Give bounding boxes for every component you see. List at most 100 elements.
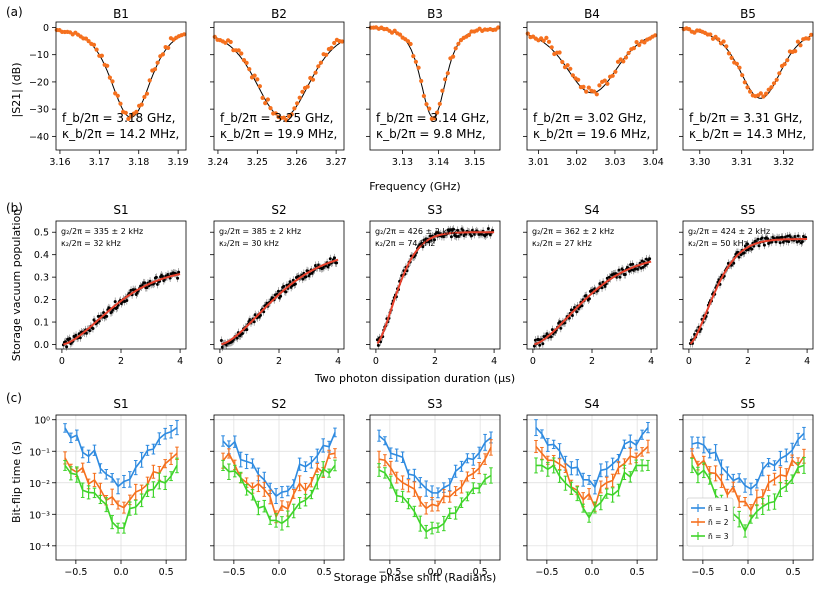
kb-annotation: κ_b/2π = 14.3 MHz,	[689, 127, 806, 141]
data-point	[235, 336, 239, 340]
x-tick-label: 4	[177, 356, 183, 367]
data-point	[800, 240, 804, 244]
panel-c-s2: S2 −0.5 0.0 0.5	[210, 397, 345, 578]
data-point	[245, 328, 249, 332]
data-point	[532, 344, 536, 348]
data-point	[708, 32, 713, 37]
data-point	[597, 83, 602, 88]
data-point	[621, 59, 626, 64]
data-point	[496, 25, 501, 30]
data-point	[795, 39, 801, 44]
data-point	[626, 50, 631, 56]
data-point	[105, 314, 109, 318]
data-point	[288, 280, 292, 284]
data-point	[713, 34, 718, 39]
panel-b-s2: S2 0 2 4 g₂/2π = 385 ± 2 kHz κ₂/2π = 30 kHz	[210, 203, 345, 367]
data-point	[623, 273, 627, 276]
data-point	[764, 91, 769, 96]
row-label-b: (b)	[6, 201, 23, 215]
data-point	[433, 238, 436, 242]
data-point	[546, 39, 552, 44]
row-a-xlabel: Frequency (GHz)	[369, 180, 460, 193]
data-point	[576, 77, 581, 82]
row-b-ylabel: Storage vacuum population	[10, 209, 23, 362]
x-tick-label: −0.5	[691, 567, 714, 578]
data-point	[745, 85, 750, 90]
data-point	[65, 345, 69, 349]
data-point	[456, 228, 460, 232]
data-point	[142, 94, 147, 100]
data-point	[716, 37, 721, 42]
data-point	[687, 27, 692, 32]
series-line-nbar-2	[535, 445, 649, 510]
data-point	[392, 28, 397, 33]
x-tick-label: 3.24	[207, 157, 228, 168]
data-point	[631, 46, 637, 51]
row-label-a: (a)	[6, 5, 23, 19]
panel-title: S3	[427, 397, 442, 411]
axes-frame	[213, 21, 345, 151]
x-tick-label: 2	[118, 356, 124, 367]
y-tick-label: −10	[29, 50, 49, 61]
data-point	[248, 318, 252, 322]
y-tick-label: 10⁻²	[29, 479, 50, 490]
x-tick-label: 3.27	[326, 157, 347, 168]
series-line-nbar-1	[64, 426, 178, 488]
fit-curve	[376, 231, 495, 345]
data-point	[437, 101, 442, 106]
data-point	[263, 101, 268, 106]
series-line-nbar-3	[378, 469, 492, 533]
data-point	[734, 61, 740, 66]
data-point	[774, 240, 778, 244]
data-point	[107, 75, 112, 80]
y-tick-label: 10⁰	[34, 416, 50, 427]
data-point	[737, 255, 741, 259]
x-tick-label: 3.32	[773, 157, 794, 168]
g2-annotation: g₂/2π = 362 ± 2 kHz	[532, 227, 614, 236]
data-point	[427, 240, 431, 244]
data-point	[456, 41, 461, 46]
data-point	[257, 84, 262, 89]
data-point	[421, 93, 426, 99]
x-tick-label: 3.01	[528, 157, 549, 168]
data-point	[648, 257, 652, 261]
data-point	[313, 70, 318, 75]
panel-b2: B2 3.24 3.25 3.26 3.27 f_b/2π = 3.25 GHz, κ_b/…	[207, 7, 346, 168]
data-point	[228, 39, 233, 45]
data-point	[771, 81, 777, 86]
data-point	[435, 110, 440, 115]
panel-c-s4: S4 −0.5 0.0 0.5	[523, 397, 658, 578]
y-tick-label: 0.3	[34, 273, 49, 284]
data-point	[220, 345, 224, 349]
x-tick-label: 4	[804, 356, 810, 367]
y-tick-label: 0.1	[34, 318, 49, 329]
row-label-c: (c)	[6, 391, 22, 405]
legend-label: n̄ = 3	[708, 532, 729, 541]
data-point	[284, 290, 288, 294]
x-tick-label: 0	[686, 356, 692, 367]
data-point	[544, 35, 549, 41]
data-point	[154, 275, 158, 279]
x-tick-label: 0.5	[630, 567, 645, 578]
data-point	[806, 36, 811, 41]
data-point	[748, 89, 753, 94]
x-tick-label: 0.0	[584, 567, 599, 578]
data-point	[176, 276, 180, 280]
data-point	[152, 67, 158, 72]
plots: B1 3.16 3.17 3.18 3.19 0 −10 −20 −30 −40 f_b/2π = …	[29, 7, 814, 578]
data-point	[587, 297, 591, 301]
data-point	[244, 60, 249, 65]
data-point	[721, 39, 726, 44]
data-point	[78, 336, 82, 340]
x-tick-label: 0.0	[271, 567, 286, 578]
data-point	[592, 89, 597, 94]
data-point	[541, 38, 546, 43]
data-point	[300, 89, 305, 94]
series-line-nbar-2	[691, 452, 805, 513]
data-point	[155, 60, 160, 65]
data-point	[637, 42, 642, 48]
x-tick-label: 3.31	[731, 157, 752, 168]
x-tick-label: 0.0	[113, 567, 128, 578]
x-tick-label: −0.5	[378, 567, 401, 578]
panel-c-s5: S5 −0.5 0.0 0.5 n̄ = 1 n̄ = 2 n̄ = 3	[679, 397, 814, 578]
